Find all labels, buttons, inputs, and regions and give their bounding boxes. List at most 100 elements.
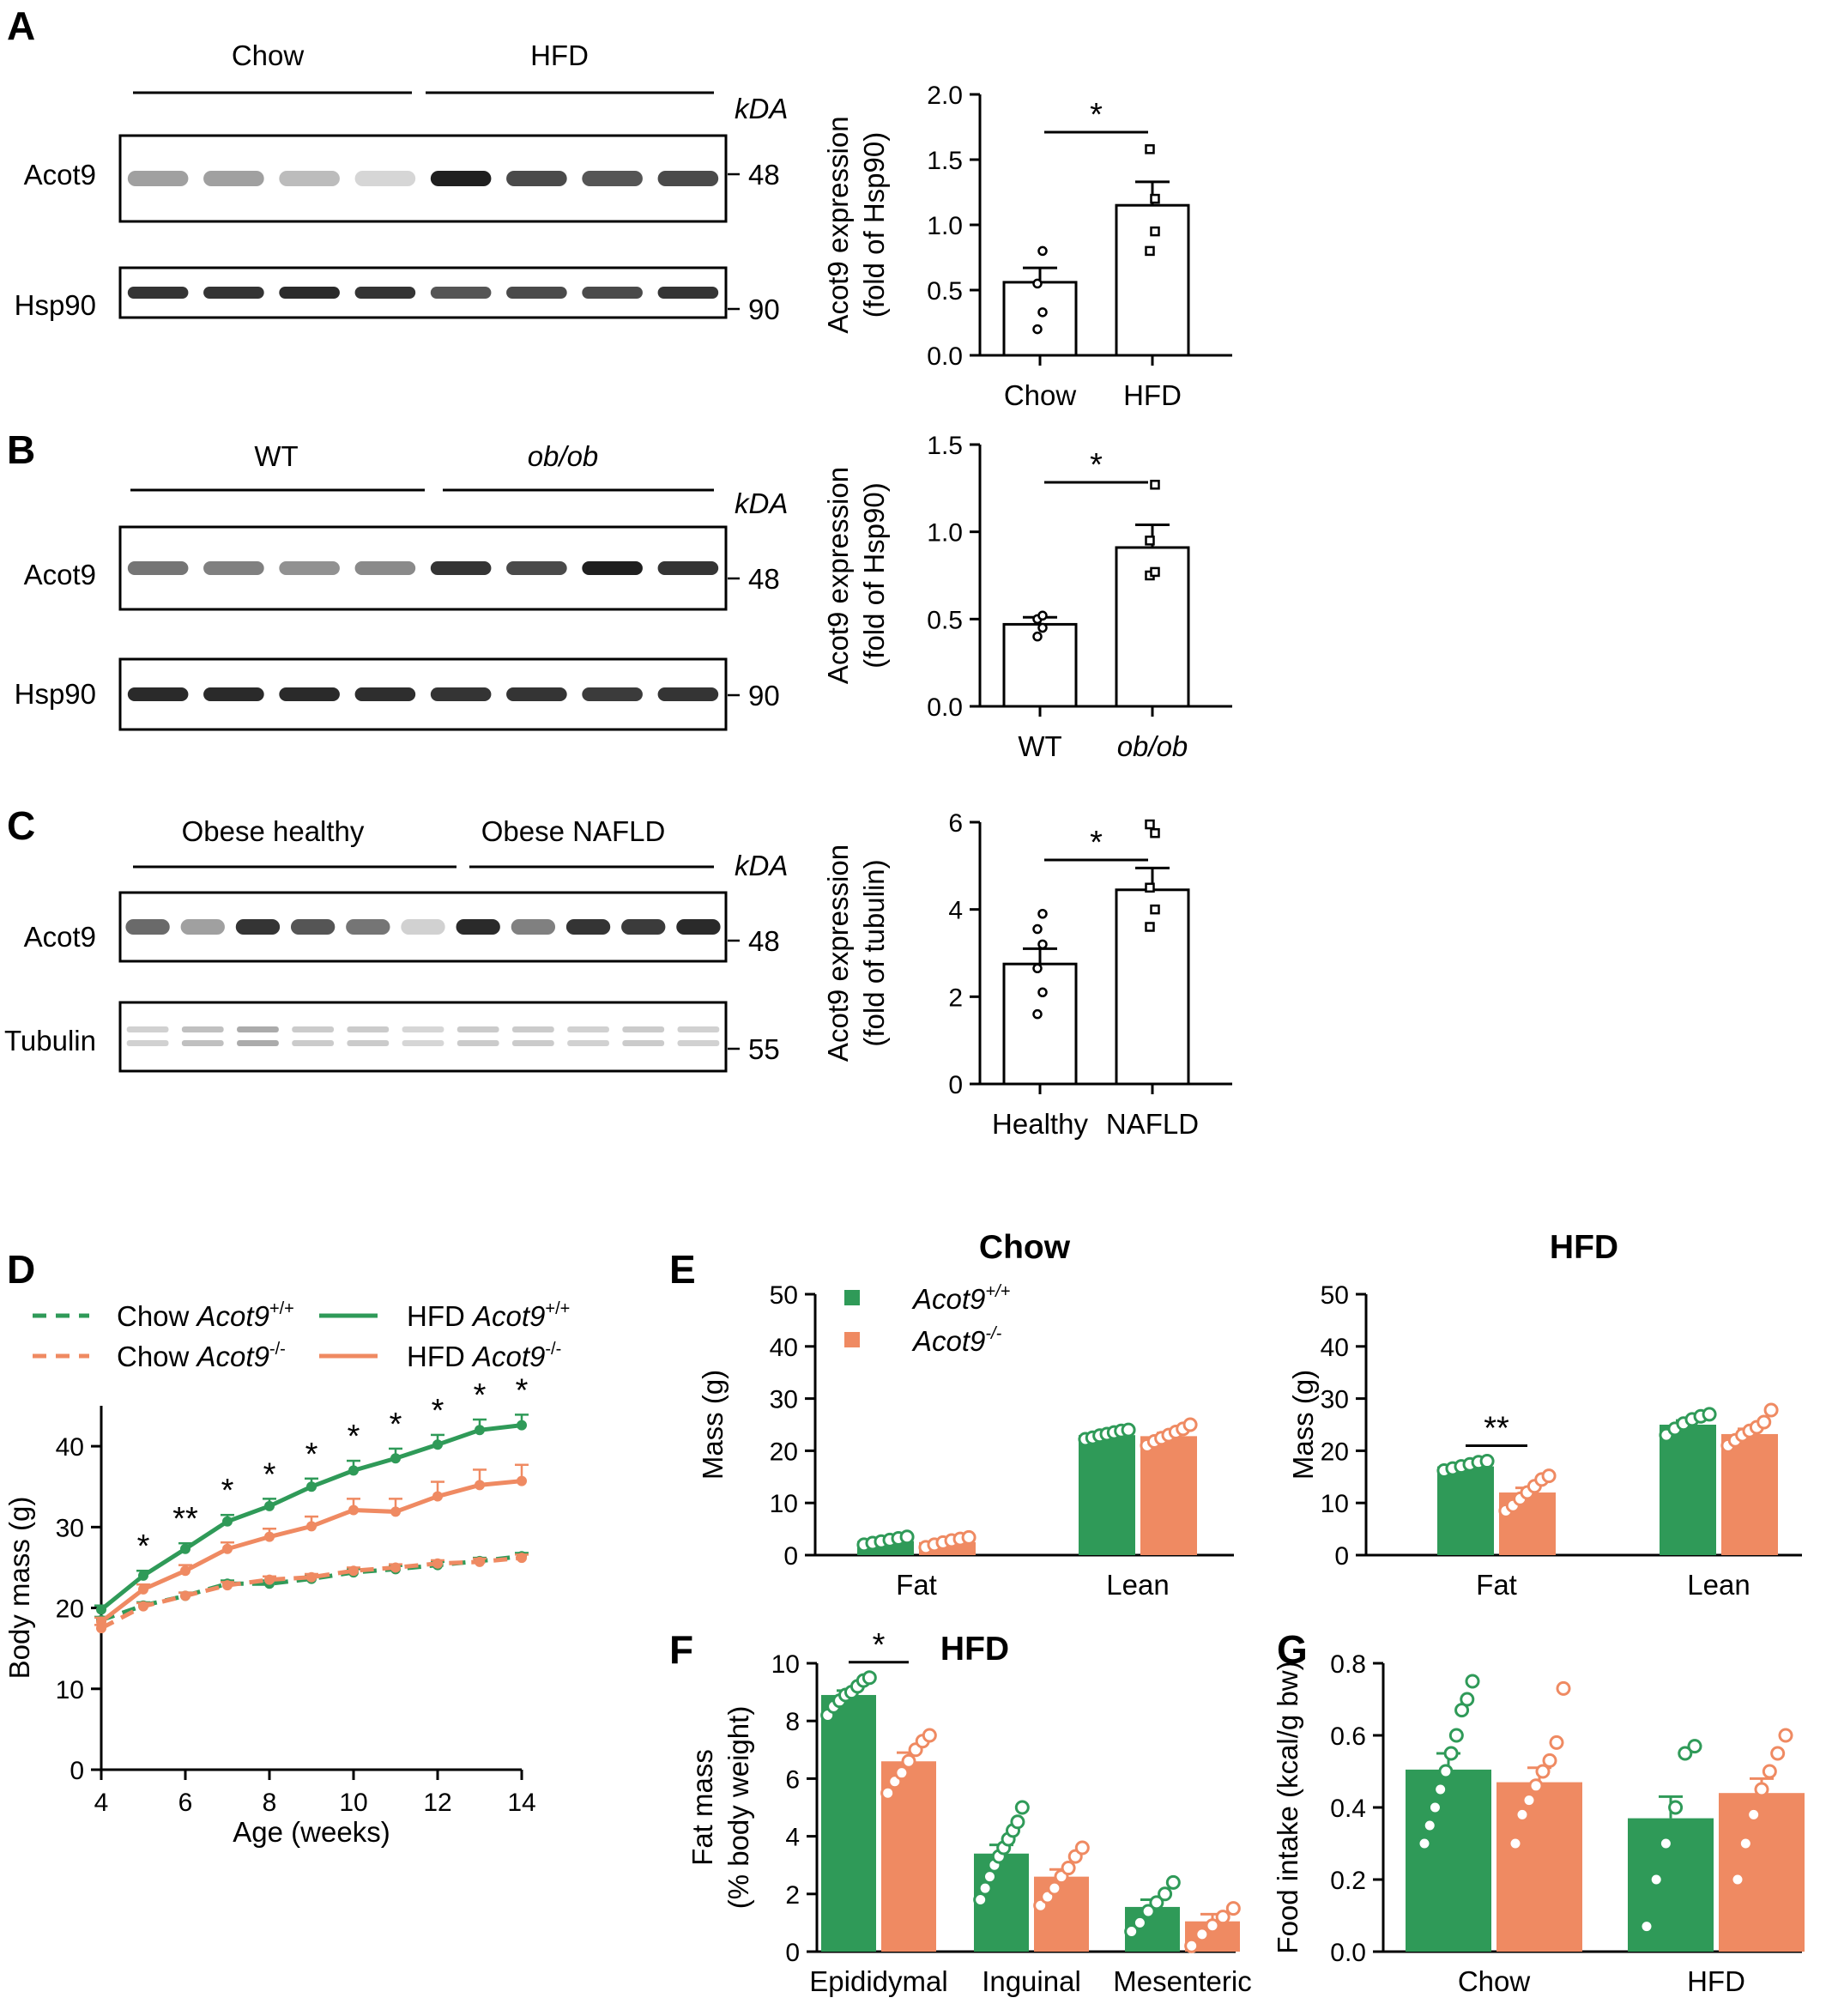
chart-d-significance-label: * (474, 1377, 487, 1414)
chart-e-hfd-y-tick-label: 30 (1321, 1386, 1349, 1414)
panel-label-d: D (7, 1247, 35, 1292)
chart-c-point (1037, 939, 1048, 950)
chart-g-point (1438, 1764, 1454, 1779)
blot-a-band (354, 171, 416, 186)
chart-d-point (96, 1604, 106, 1615)
chart-a-y-tick-label: 2.0 (927, 82, 963, 110)
blot-b: WT ob/ob kDA Acot9 Hsp90 48 90 (15, 440, 788, 731)
chart-d-x-tick-label: 10 (339, 1789, 367, 1817)
chart-d-significance-label: * (221, 1473, 234, 1509)
chart-f-point (1124, 1923, 1140, 1939)
chart-e-chow-bar (1079, 1435, 1135, 1555)
blot-c-band (181, 1040, 224, 1046)
blot-c-band (677, 1026, 720, 1032)
blot-a-band (430, 171, 492, 186)
blot-a-acot9-bands (127, 171, 719, 186)
blot-a-kda-90: 90 (748, 294, 780, 325)
blot-b-band (430, 687, 492, 701)
chart-e-chow-title: Chow (979, 1229, 1071, 1266)
blot-b-band (506, 687, 567, 701)
legend-e-swatch-wt (844, 1290, 860, 1305)
chart-g-x-tick-label: HFD (1687, 1965, 1745, 1997)
chart-b-y-tick-label: 1.5 (927, 432, 963, 460)
chart-d-significance-label: * (516, 1372, 529, 1408)
chart-g-point (1730, 1872, 1745, 1887)
chart-d-point (517, 1553, 527, 1564)
chart-c-y-label: (fold of tubulin) (858, 859, 890, 1046)
chart-c-y-tick-label: 4 (948, 897, 963, 925)
chart-d-point (306, 1571, 317, 1583)
blot-c-band (456, 919, 500, 935)
blot-c-kda-55: 55 (748, 1033, 780, 1065)
chart-a-y-tick-label: 0.5 (927, 277, 963, 306)
blot-c-band (456, 1026, 499, 1032)
legend-d-label-chow-ko: Chow Acot9-/- (117, 1340, 286, 1372)
panel-label-e: E (669, 1247, 696, 1292)
chart-d-significance-label: * (432, 1393, 444, 1429)
blot-b-hsp90-bands (127, 687, 719, 701)
chart-a-point (1150, 193, 1160, 204)
chart-e-chow-y-tick-label: 0 (783, 1542, 798, 1571)
chart-f-point (1184, 1938, 1200, 1953)
chart-a-bar (1002, 281, 1078, 357)
chart-b-y-label: (fold of Hsp90) (858, 482, 890, 668)
blot-b-band (279, 561, 340, 575)
chart-d-point (138, 1601, 148, 1612)
chart-e-chow-point (1121, 1422, 1136, 1438)
chart-c-y-tick-label: 0 (948, 1071, 963, 1099)
chart-d-y-tick-label: 0 (70, 1757, 84, 1785)
chart-e-chow-point (899, 1529, 915, 1545)
chart-d-point (475, 1425, 485, 1436)
chart-c-x-tick-label: Healthy (992, 1108, 1088, 1140)
chart-d-point (222, 1516, 233, 1527)
chart-g-food-intake: 0.0 0.2 0.4 0.6 0.8 Food intake (kcal/g bw) Ch… (1272, 1650, 1805, 1997)
blot-a-group-hfd: HFD (530, 39, 589, 71)
blot-c-band (237, 1040, 279, 1046)
chart-f-point (977, 1880, 993, 1896)
chart-a-point (1037, 245, 1048, 257)
chart-a-x-tick-label: HFD (1123, 379, 1182, 411)
chart-f-x-tick-label: Mesenteric (1113, 1965, 1251, 1997)
blot-c-row-label-acot9: Acot9 (24, 921, 96, 953)
chart-f-point (973, 1892, 989, 1908)
blot-a-band (279, 171, 340, 186)
blot-a-hsp90-bands (127, 287, 719, 299)
blot-c-band (511, 1026, 554, 1032)
chart-g-bar (1719, 1793, 1805, 1952)
chart-g-point (1778, 1728, 1793, 1743)
chart-e-chow-y-tick-label: 40 (770, 1334, 798, 1362)
blot-c-band (511, 919, 556, 935)
chart-b-point (1037, 610, 1048, 621)
blot-b-band (354, 561, 416, 575)
chart-d-y-tick-label: 30 (56, 1514, 84, 1542)
chart-a-y-tick-label: 1.5 (927, 147, 963, 175)
chart-f-y-tick-label: 0 (785, 1939, 800, 1967)
chart-d-y-tick-label: 20 (56, 1595, 84, 1624)
chart-f-title: HFD (940, 1631, 1009, 1668)
chart-d-x-tick-label: 12 (423, 1789, 451, 1817)
blot-b-band (657, 561, 719, 575)
chart-b-significance-label: * (1090, 447, 1103, 483)
chart-d-significance-label: ** (172, 1501, 198, 1537)
chart-g-point (1521, 1793, 1537, 1808)
blot-c-tubulin-box (118, 1001, 728, 1073)
blot-b-band (354, 687, 416, 701)
chart-b-y-tick-label: 1.0 (927, 519, 963, 548)
blot-c-band (181, 1026, 224, 1032)
blot-a-band (506, 287, 567, 299)
chart-d-y-label: Body mass (g) (3, 1497, 35, 1680)
blot-a-row-label-acot9: Acot9 (24, 159, 96, 191)
chart-f-y-label: (% body weight) (723, 1706, 754, 1910)
chart-f-y-tick-label: 6 (785, 1765, 800, 1794)
chart-f-y-tick-label: 4 (785, 1824, 800, 1852)
chart-a-y-tick-label: 1.0 (927, 212, 963, 240)
chart-e-hfd-point (1702, 1407, 1717, 1422)
legend-d-label-chow-wt: Chow Acot9+/+ (117, 1299, 294, 1332)
blot-c-band (126, 1040, 169, 1046)
panel-label-b: B (7, 427, 35, 472)
chart-b-y-label: Acot9 expression (822, 467, 854, 684)
chart-e-hfd-y-tick-label: 0 (1334, 1542, 1349, 1571)
blot-a-band (354, 287, 416, 299)
chart-f-x-tick-label: Epididymal (809, 1965, 947, 1997)
chart-d-point (475, 1480, 485, 1491)
